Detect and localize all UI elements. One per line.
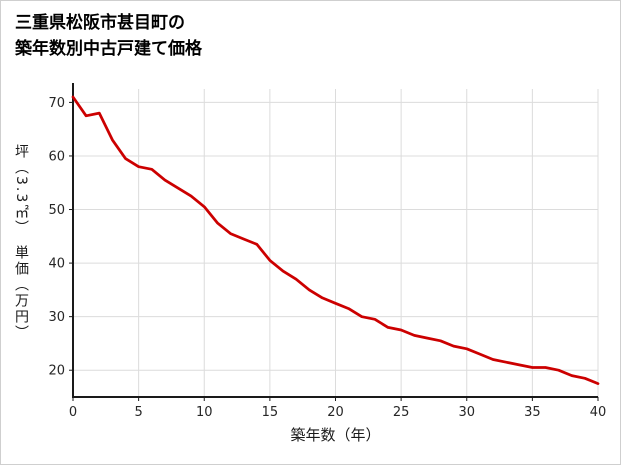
x-tick-label: 25 (393, 405, 410, 420)
x-tick-label: 30 (458, 405, 475, 420)
x-tick-label: 5 (134, 405, 142, 420)
price-line (71, 95, 600, 385)
y-tick-label: 40 (48, 257, 65, 272)
price-line-chart: 0 5 10 15 20 25 30 35 40 20 30 40 50 60 70 (48, 83, 607, 420)
x-tick-label: 35 (524, 405, 541, 420)
y-tick-label: 50 (48, 203, 65, 218)
x-axis-label: 築年数（年） (290, 426, 381, 444)
x-tick-label: 10 (196, 405, 213, 420)
y-tick-label: 70 (48, 96, 65, 111)
chart-title-line2: 築年数別中古戸建て価格 (15, 38, 202, 59)
y-tick-label: 20 (48, 364, 65, 379)
y-axis-label: 坪（3.3㎡） 単価（万円） (13, 144, 29, 342)
x-tick-label: 20 (327, 405, 344, 420)
x-tick-label: 0 (69, 405, 77, 420)
x-tick-label: 40 (590, 405, 607, 420)
y-tick-label: 30 (48, 310, 65, 325)
chart-title: 三重県松阪市甚目町の 築年数別中古戸建て価格 (15, 11, 202, 62)
chart-title-line1: 三重県松阪市甚目町の (15, 13, 185, 33)
y-tick-label: 60 (48, 149, 65, 164)
x-tick-label: 15 (262, 405, 279, 420)
